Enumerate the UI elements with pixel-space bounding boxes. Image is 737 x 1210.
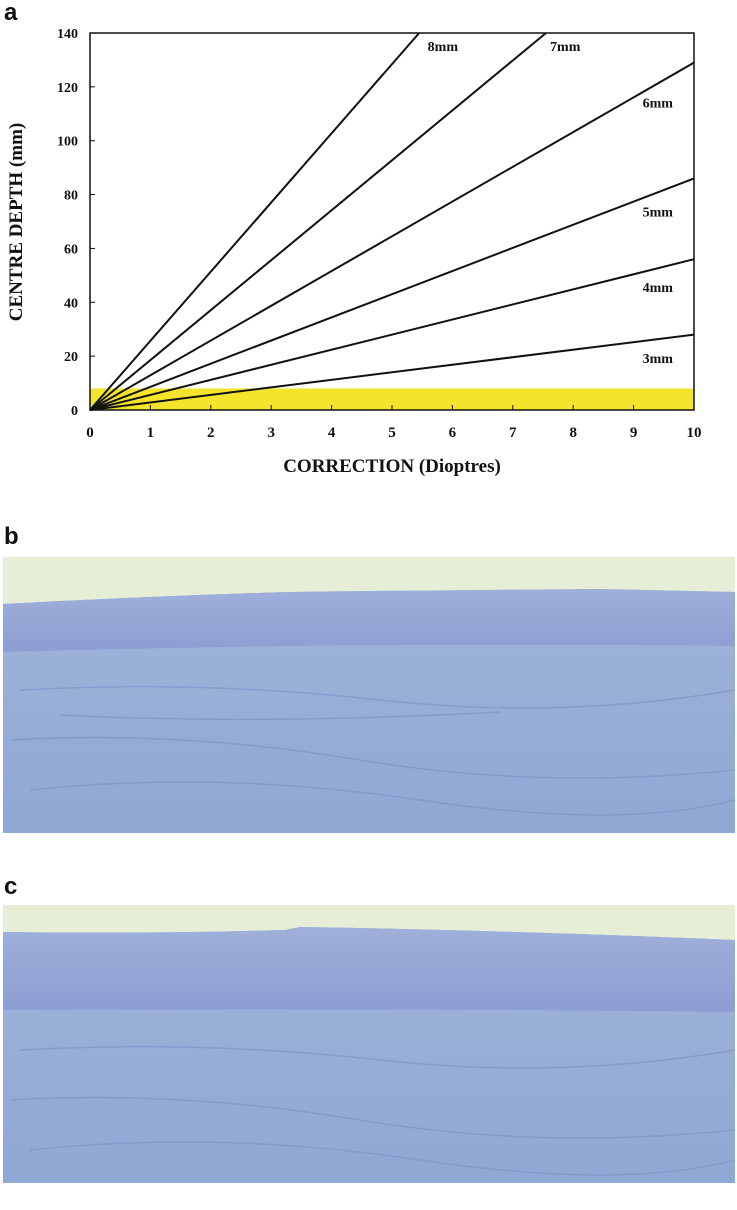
series-line (89, 258, 695, 411)
micrograph-b (3, 557, 736, 833)
series-line (89, 177, 695, 411)
micrograph-c (3, 905, 736, 1183)
x-tick-label: 5 (388, 425, 396, 441)
series-label: 3mm (643, 352, 674, 367)
y-tick-label: 40 (64, 296, 78, 311)
x-tick-label: 7 (509, 425, 517, 441)
y-axis-label: CENTRE DEPTH (mm) (6, 123, 27, 321)
series-label: 8mm (428, 40, 459, 55)
series-line (89, 333, 695, 411)
y-tick-label: 0 (71, 404, 78, 419)
series-label: 6mm (643, 96, 674, 111)
x-tick-label: 0 (86, 425, 94, 441)
series-line (89, 32, 547, 411)
x-tick-label: 10 (687, 425, 702, 441)
series-label: 5mm (643, 205, 674, 220)
series-line (89, 32, 420, 411)
x-tick-label: 1 (147, 425, 155, 441)
x-axis-label: CORRECTION (Dioptres) (283, 456, 501, 477)
series-label: 7mm (550, 40, 581, 55)
y-tick-label: 100 (57, 135, 78, 150)
x-tick-label: 6 (449, 425, 457, 441)
series-line (89, 61, 695, 411)
x-tick-label: 8 (569, 425, 577, 441)
y-tick-label: 80 (64, 189, 78, 204)
x-tick-label: 3 (267, 425, 275, 441)
y-tick-label: 140 (57, 27, 78, 42)
x-tick-label: 2 (207, 425, 215, 441)
y-tick-label: 60 (64, 242, 78, 257)
plot-frame (89, 32, 695, 411)
x-tick-label: 9 (630, 425, 638, 441)
y-tick-label: 20 (64, 350, 78, 365)
x-tick-label: 4 (328, 425, 336, 441)
y-tick-label: 120 (57, 81, 78, 96)
panel-label: a (4, 0, 18, 26)
panel-label: b (4, 523, 19, 550)
shaded-region (90, 388, 694, 410)
panel-label: c (4, 873, 17, 900)
series-label: 4mm (643, 281, 674, 296)
